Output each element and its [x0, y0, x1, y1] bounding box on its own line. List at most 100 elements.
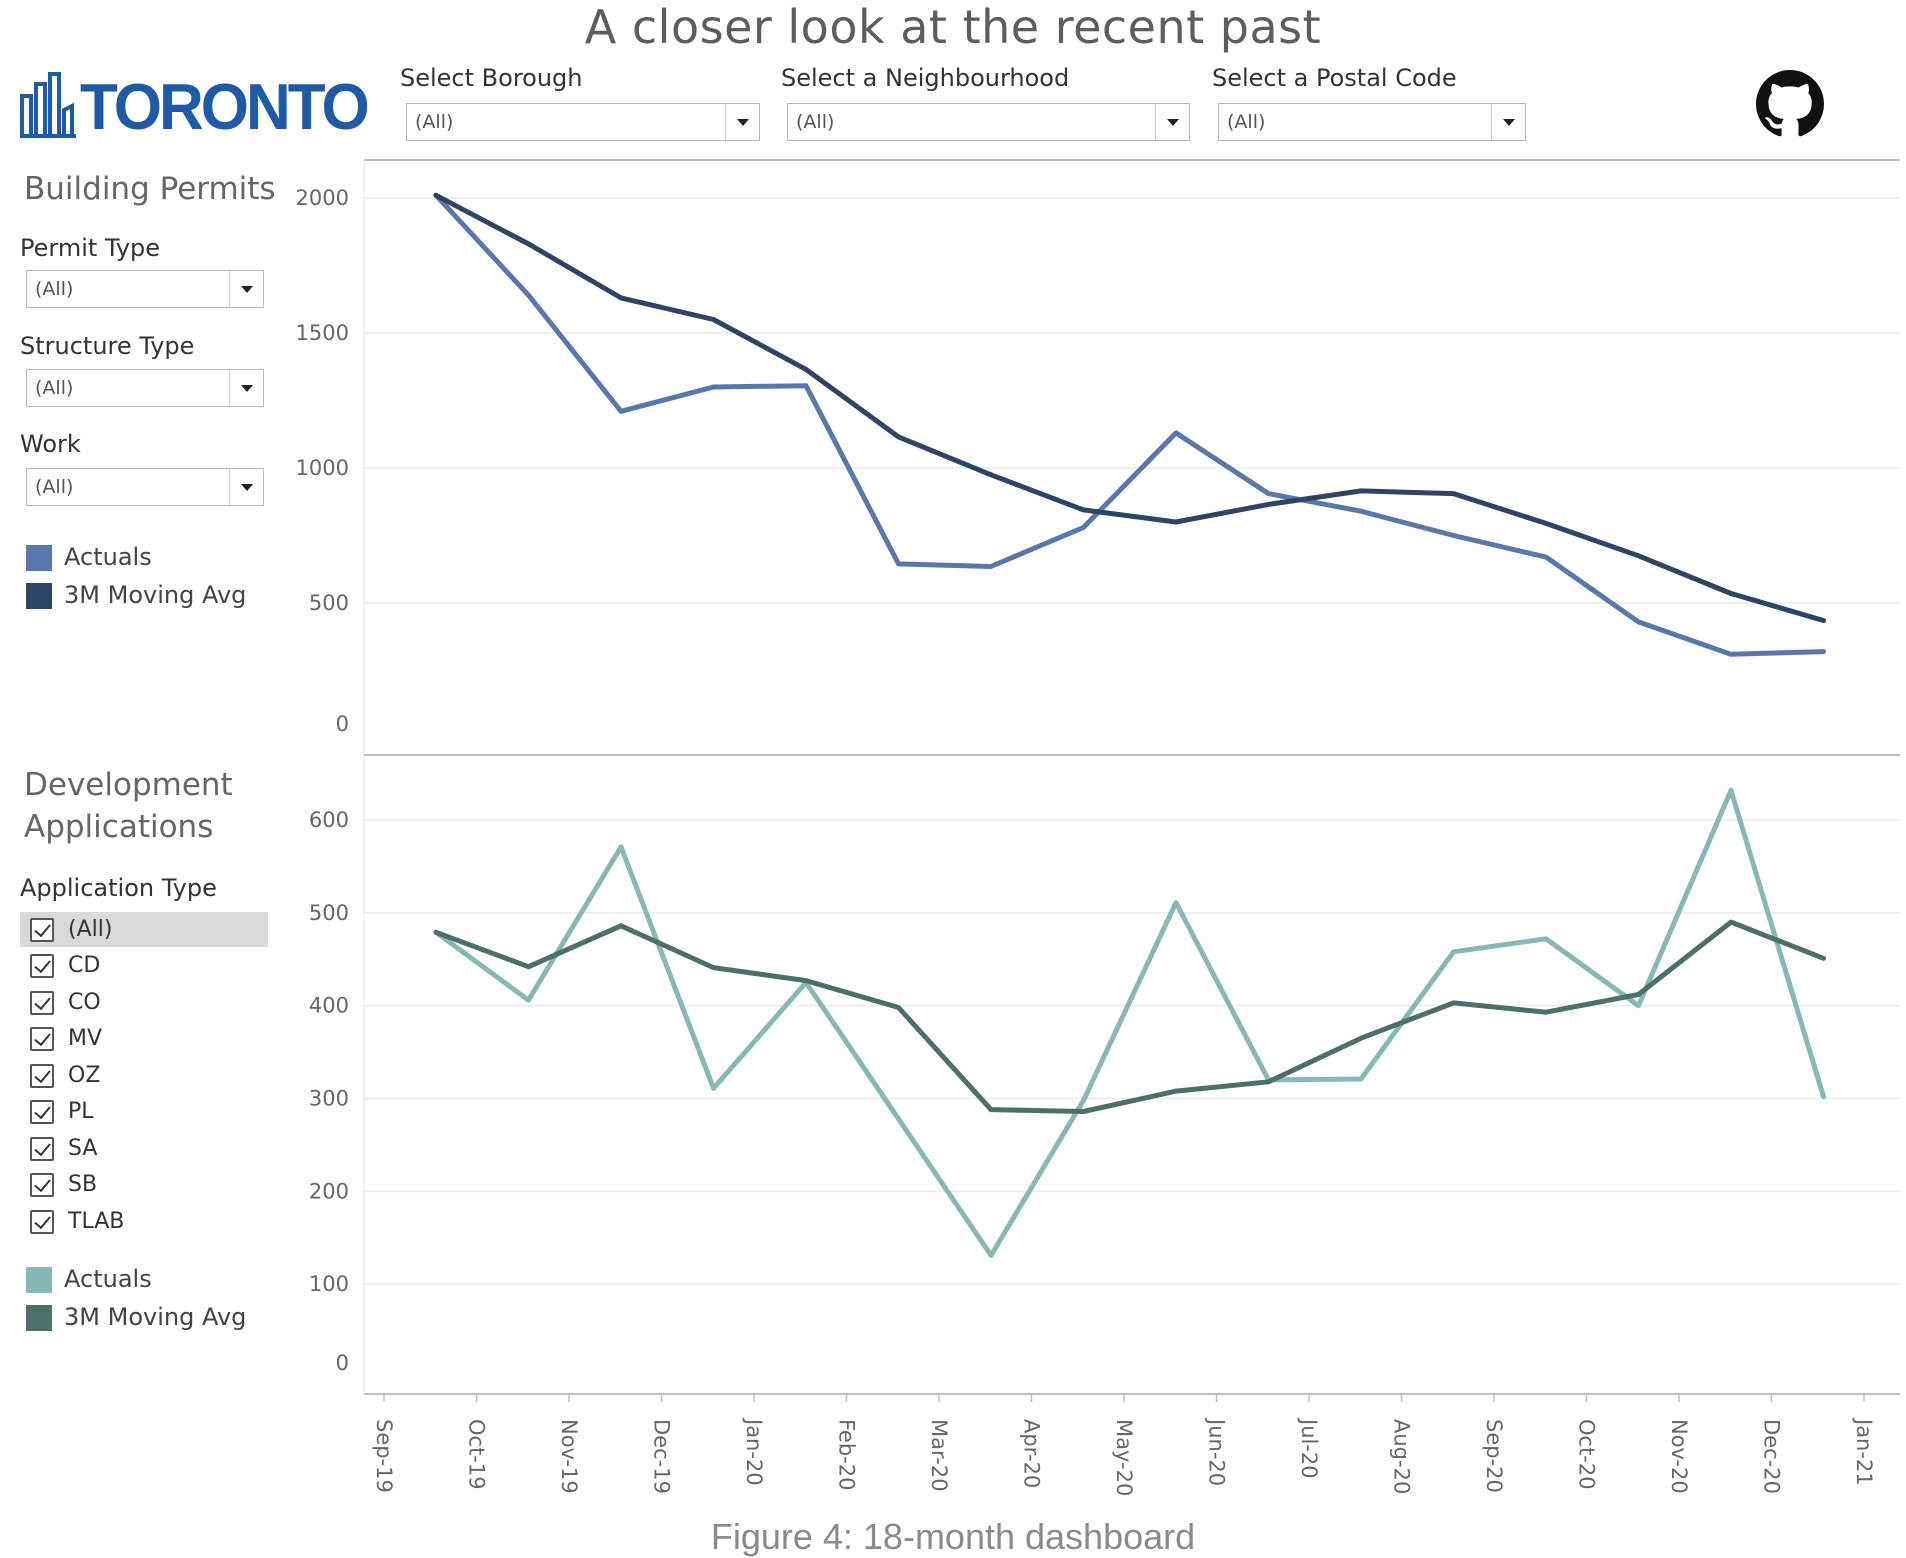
dev-actuals-point[interactable] [618, 844, 624, 850]
permits-actuals-point[interactable] [711, 384, 716, 390]
permits-moving-avg-point[interactable] [433, 192, 439, 198]
dev-moving-avg-point[interactable] [988, 1107, 994, 1113]
dev-moving-avg-point[interactable] [1821, 955, 1826, 961]
dev-actuals-point[interactable] [896, 1116, 901, 1122]
checkbox-item-oz[interactable]: OZ [20, 1058, 268, 1093]
permits-actuals-point[interactable] [618, 408, 624, 414]
permits-moving-avg-point[interactable] [618, 295, 624, 301]
dev-moving-avg-point[interactable] [711, 965, 716, 971]
permits-actuals-point[interactable] [1821, 649, 1826, 654]
permits-actuals-point[interactable] [1358, 508, 1364, 514]
checkbox-icon[interactable] [30, 1064, 54, 1088]
dev-actuals-line[interactable] [433, 787, 1826, 1258]
permit-type-dropdown[interactable]: (All) [26, 270, 264, 308]
neighbourhood-dropdown[interactable]: (All) [787, 103, 1190, 141]
checkbox-icon[interactable] [30, 954, 54, 978]
checkbox-item-pl[interactable]: PL [20, 1094, 268, 1129]
chevron-down-icon[interactable] [229, 370, 263, 406]
dev-actuals-point[interactable] [1636, 1003, 1641, 1009]
borough-dropdown[interactable]: (All) [406, 103, 760, 141]
permits-actuals-point[interactable] [896, 561, 901, 567]
work-dropdown[interactable]: (All) [26, 468, 264, 506]
dev-actuals-point[interactable] [1728, 787, 1734, 793]
dev-moving-avg-point[interactable] [1451, 1000, 1456, 1006]
dev-actuals-point[interactable] [1081, 1097, 1086, 1103]
chevron-down-icon[interactable] [1491, 104, 1525, 140]
permits-actuals-point[interactable] [1266, 491, 1271, 497]
permits-actuals-point[interactable] [1543, 554, 1549, 560]
legend-item-permits-actuals[interactable]: Actuals [26, 542, 152, 572]
checkbox-item-sb[interactable]: SB [20, 1167, 268, 1202]
checkbox-item-cd[interactable]: CD [20, 948, 268, 983]
permits-moving-avg-point[interactable] [711, 317, 716, 322]
dev-actuals-point[interactable] [1821, 1094, 1826, 1100]
dev-actuals-point[interactable] [1173, 900, 1179, 906]
chevron-down-icon[interactable] [1155, 104, 1189, 140]
permits-actuals-line[interactable] [433, 192, 1826, 657]
permits-actuals-point[interactable] [1636, 619, 1641, 625]
structure-type-dropdown[interactable]: (All) [26, 369, 264, 407]
checkbox-item-co[interactable]: CO [20, 985, 268, 1020]
permits-actuals-point[interactable] [1173, 430, 1179, 436]
postal-code-dropdown[interactable]: (All) [1218, 103, 1526, 141]
dev-actuals-point[interactable] [1358, 1076, 1364, 1082]
permits-moving-avg-point[interactable] [1266, 502, 1271, 507]
checkbox-item-tlab[interactable]: TLAB [20, 1204, 268, 1239]
permits-moving-avg-point[interactable] [1081, 507, 1086, 513]
checkbox-icon[interactable] [30, 1137, 54, 1161]
dev-moving-avg-line[interactable] [433, 919, 1826, 1114]
permits-actuals-point[interactable] [988, 564, 994, 569]
checkbox-icon[interactable] [30, 1100, 54, 1124]
permits-actuals-point[interactable] [1728, 651, 1734, 657]
checkbox-icon[interactable] [30, 991, 54, 1015]
permits-moving-avg-line[interactable] [433, 192, 1826, 623]
permits-actuals-point[interactable] [1451, 533, 1456, 538]
dev-moving-avg-point[interactable] [618, 923, 624, 929]
chevron-down-icon[interactable] [229, 271, 263, 307]
dev-moving-avg-point[interactable] [1728, 919, 1734, 925]
dev-moving-avg-point[interactable] [433, 929, 439, 935]
permits-moving-avg-point[interactable] [1543, 520, 1549, 526]
checkbox-item-mv[interactable]: MV [20, 1021, 268, 1056]
permits-moving-avg-point[interactable] [1636, 553, 1641, 559]
checkbox-item-all[interactable]: (All) [20, 912, 268, 947]
dev-moving-avg-point[interactable] [1543, 1009, 1549, 1015]
legend-item-permits-moving-avg[interactable]: 3M Moving Avg [26, 580, 246, 610]
dev-moving-avg-point[interactable] [1173, 1088, 1179, 1094]
dev-actuals-point[interactable] [526, 997, 531, 1003]
chevron-down-icon[interactable] [725, 104, 759, 140]
dev-actuals-point[interactable] [988, 1252, 994, 1258]
dev-actuals-point[interactable] [1543, 936, 1549, 942]
dev-moving-avg-point[interactable] [896, 1005, 901, 1010]
dev-moving-avg-point[interactable] [1081, 1109, 1086, 1114]
permits-actuals-point[interactable] [803, 383, 809, 389]
permits-moving-avg-point[interactable] [1821, 618, 1826, 623]
permits-moving-avg-point[interactable] [988, 472, 994, 478]
checkbox-item-sa[interactable]: SA [20, 1131, 268, 1166]
dev-moving-avg-point[interactable] [1636, 992, 1641, 997]
checkbox-icon[interactable] [30, 1173, 54, 1197]
chevron-down-icon[interactable] [229, 469, 263, 505]
permits-moving-avg-point[interactable] [896, 434, 901, 440]
permits-moving-avg-point[interactable] [1358, 488, 1364, 494]
dev-moving-avg-point[interactable] [1266, 1079, 1271, 1085]
permits-moving-avg-point[interactable] [526, 241, 531, 247]
dev-actuals-point[interactable] [1451, 949, 1456, 955]
permits-actuals-point[interactable] [526, 292, 531, 298]
github-icon[interactable] [1756, 70, 1824, 138]
permits-moving-avg-point[interactable] [803, 367, 809, 372]
dev-moving-avg-point[interactable] [803, 978, 809, 984]
dev-moving-avg-point[interactable] [526, 964, 531, 970]
legend-item-dev-moving-avg[interactable]: 3M Moving Avg [26, 1302, 246, 1332]
permits-moving-avg-point[interactable] [1728, 591, 1734, 596]
checkbox-icon[interactable] [30, 1210, 54, 1234]
checkbox-icon[interactable] [30, 918, 54, 942]
permits-moving-avg-point[interactable] [1173, 519, 1179, 525]
legend-item-dev-actuals[interactable]: Actuals [26, 1264, 152, 1294]
dev-actuals-point[interactable] [711, 1085, 716, 1091]
dev-moving-avg-point[interactable] [1358, 1035, 1364, 1041]
permits-actuals-point[interactable] [1081, 525, 1086, 530]
permits-moving-avg-point[interactable] [1451, 491, 1456, 497]
checkbox-icon[interactable] [30, 1027, 54, 1051]
x-tick-label: Sep-20 [1482, 1419, 1506, 1493]
